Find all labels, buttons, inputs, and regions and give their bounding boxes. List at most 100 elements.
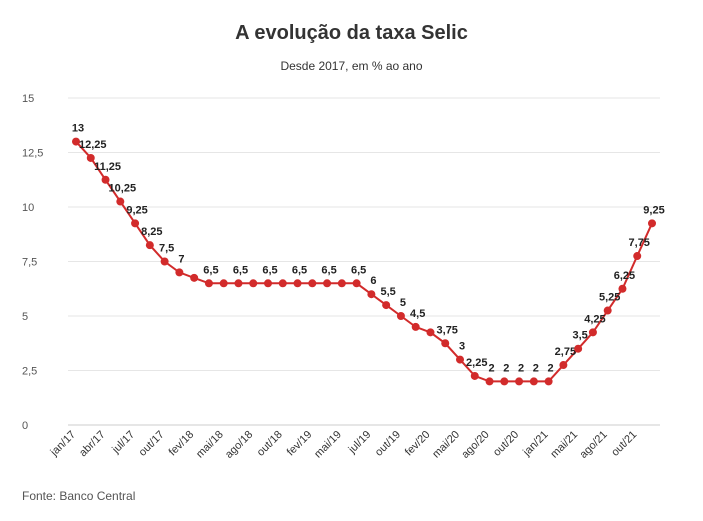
data-point: [101, 175, 110, 184]
data-label: 3,75: [437, 324, 458, 336]
x-tick-label: ago/21: [578, 429, 610, 461]
data-point: [603, 306, 612, 315]
data-point: [204, 279, 213, 288]
data-point: [337, 279, 346, 288]
x-tick-label: mai/18: [194, 429, 226, 461]
data-point: [264, 279, 272, 288]
data-point: [382, 301, 391, 310]
data-point: [160, 257, 169, 266]
y-tick-label: 12,5: [22, 148, 43, 160]
data-label: 2: [518, 362, 524, 374]
data-label: 6,5: [233, 264, 248, 276]
data-point: [588, 328, 597, 337]
data-point: [411, 322, 420, 331]
data-point: [618, 284, 627, 293]
data-label: 3,5: [573, 330, 588, 342]
y-tick-label: 7,5: [22, 257, 37, 269]
data-label: 2,25: [466, 357, 487, 369]
data-point: [426, 328, 435, 337]
x-tick-label: out/18: [255, 429, 285, 459]
y-tick-label: 2,5: [22, 366, 37, 378]
data-label: 6,5: [203, 264, 218, 276]
data-label: 7,5: [159, 243, 174, 255]
y-tick-label: 15: [22, 93, 34, 105]
data-label: 2,75: [555, 346, 576, 358]
data-point: [633, 252, 642, 261]
data-label: 6,5: [321, 264, 336, 276]
x-tick-label: mai/21: [548, 429, 580, 461]
data-point: [352, 279, 361, 288]
data-point: [456, 355, 464, 364]
data-point: [544, 377, 553, 386]
data-label: 5,5: [381, 286, 396, 298]
data-label: 3: [459, 341, 465, 353]
data-label: 2: [488, 362, 494, 374]
x-tick-label: mai/19: [312, 429, 344, 461]
data-point: [219, 279, 228, 288]
data-point: [485, 377, 494, 386]
data-label: 2: [533, 362, 539, 374]
y-tick-label: 5: [22, 311, 28, 323]
data-point: [441, 339, 450, 348]
data-label: 2: [548, 362, 554, 374]
data-label: 6,5: [351, 264, 366, 276]
data-point: [367, 290, 376, 299]
data-label: 6,25: [614, 270, 635, 282]
x-tick-label: mai/20: [430, 429, 462, 461]
x-tick-label: out/20: [491, 429, 521, 459]
data-point: [72, 137, 80, 146]
y-tick-label: 0: [22, 420, 28, 432]
data-point: [116, 197, 125, 206]
chart-source: Fonte: Banco Central: [22, 489, 136, 503]
data-point: [249, 279, 258, 288]
series-line: [75, 140, 653, 383]
x-tick-label: abr/17: [77, 429, 108, 460]
x-tick-label: jul/17: [109, 429, 137, 457]
data-point: [323, 279, 332, 288]
data-point: [515, 377, 524, 386]
data-label: 8,25: [141, 226, 162, 238]
data-label: 7: [178, 253, 184, 265]
data-label: 10,25: [109, 183, 137, 195]
x-tick-label: out/21: [609, 429, 639, 459]
x-tick-label: jan/21: [520, 429, 550, 459]
data-label: 5: [400, 297, 406, 309]
data-point: [308, 279, 317, 288]
data-label: 7,75: [629, 237, 650, 249]
data-point: [648, 219, 656, 228]
data-point: [470, 371, 479, 380]
data-label: 9,25: [643, 204, 664, 216]
data-label: 9,25: [126, 204, 147, 216]
data-point: [529, 377, 538, 386]
data-label: 4,25: [584, 313, 605, 325]
data-point: [86, 153, 95, 162]
data-label: 6,5: [292, 264, 307, 276]
x-tick-label: jul/19: [346, 429, 374, 457]
x-tick-label: fev/19: [285, 429, 315, 459]
x-tick-label: fev/20: [403, 429, 433, 459]
data-label: 12,25: [79, 139, 107, 151]
data-label: 5,25: [599, 292, 620, 304]
data-point: [574, 344, 583, 353]
chart-title: A evolução da taxa Selic: [235, 22, 468, 44]
data-label: 6: [370, 275, 376, 287]
data-point: [175, 268, 184, 277]
y-tick-label: 10: [22, 202, 34, 214]
x-tick-label: out/19: [373, 429, 403, 459]
data-point: [190, 273, 199, 282]
data-point: [234, 279, 243, 288]
data-label: 11,25: [94, 161, 121, 173]
x-tick-label: fev/18: [167, 429, 197, 459]
x-tick-label: ago/20: [459, 429, 491, 461]
data-point: [131, 219, 140, 228]
data-point: [145, 241, 154, 250]
x-tick-label: ago/18: [223, 429, 255, 461]
chart-subtitle: Desde 2017, em % ao ano: [280, 59, 423, 73]
data-label: 6,5: [262, 264, 277, 276]
data-label: 2: [503, 362, 509, 374]
data-point: [293, 279, 302, 288]
data-point: [500, 377, 509, 386]
data-point: [559, 361, 568, 370]
x-tick-label: jan/17: [48, 429, 78, 459]
